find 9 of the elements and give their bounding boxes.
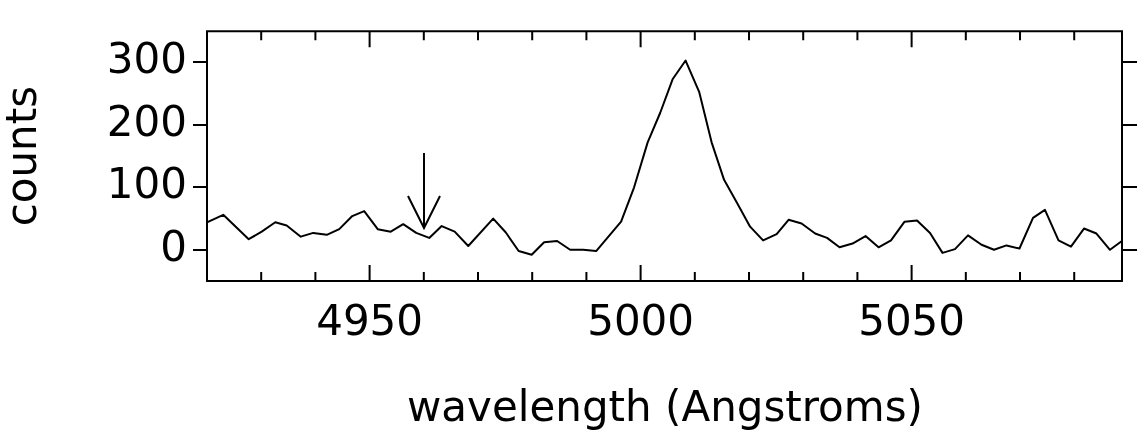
y-tick-label: 100 bbox=[106, 159, 187, 209]
y-tick-label: 300 bbox=[106, 34, 187, 84]
x-axis-title: wavelength (Angstroms) bbox=[407, 381, 923, 431]
y-tick-label: 0 bbox=[160, 221, 187, 271]
x-tick-label: 5000 bbox=[587, 296, 695, 346]
y-tick-label: 200 bbox=[106, 96, 187, 146]
x-tick-label: 4950 bbox=[316, 296, 424, 346]
y-axis-title: counts bbox=[0, 85, 47, 227]
x-tick-label: 5050 bbox=[858, 296, 966, 346]
